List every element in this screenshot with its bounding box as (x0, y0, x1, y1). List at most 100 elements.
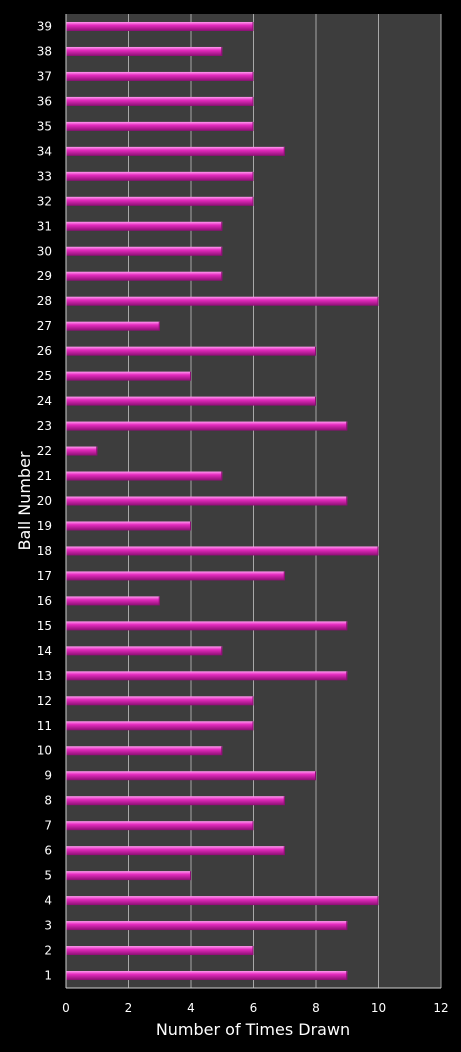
bar-ball-4 (66, 896, 379, 906)
bar (66, 646, 223, 656)
y-tick-label: 29 (37, 269, 52, 283)
bar-ball-18 (66, 546, 379, 556)
y-tick-label: 25 (37, 369, 52, 383)
bar-ball-13 (66, 671, 348, 681)
y-tick-label: 5 (44, 869, 52, 883)
bar-ball-15 (66, 621, 348, 631)
y-tick-label: 30 (37, 244, 52, 258)
bars (66, 21, 379, 981)
y-tick-label: 9 (44, 769, 52, 783)
bar-ball-31 (66, 221, 223, 231)
x-tick-label: 12 (433, 1001, 448, 1015)
bar-ball-17 (66, 571, 285, 581)
bar (66, 221, 223, 231)
bar (66, 246, 223, 256)
y-tick-label: 37 (37, 69, 52, 83)
y-tick-label: 12 (37, 694, 52, 708)
bar (66, 396, 316, 406)
bar (66, 296, 379, 306)
y-tick-label: 1 (44, 969, 52, 983)
bar (66, 471, 223, 481)
bar-ball-12 (66, 696, 254, 706)
y-tick-label: 32 (37, 194, 52, 208)
bar-ball-9 (66, 771, 316, 781)
x-axis-label: Number of Times Drawn (156, 1020, 350, 1039)
y-tick-label: 16 (37, 594, 52, 608)
bar (66, 796, 285, 806)
bar-ball-25 (66, 371, 191, 381)
bar-ball-39 (66, 21, 254, 31)
y-tick-label: 17 (37, 569, 52, 583)
bar-ball-19 (66, 521, 191, 531)
x-tick-label: 8 (312, 1001, 320, 1015)
y-tick-labels: 1234567891011121314151617181920212223242… (37, 19, 52, 982)
y-tick-label: 22 (37, 444, 52, 458)
y-tick-label: 13 (37, 669, 52, 683)
bar-ball-7 (66, 821, 254, 831)
y-tick-label: 7 (44, 819, 52, 833)
bar (66, 871, 191, 881)
bar-ball-23 (66, 421, 348, 431)
y-tick-label: 23 (37, 419, 52, 433)
bar-ball-24 (66, 396, 316, 406)
bar-ball-20 (66, 496, 348, 506)
bar-ball-30 (66, 246, 223, 256)
bar (66, 96, 254, 106)
y-tick-label: 24 (37, 394, 52, 408)
bar (66, 496, 348, 506)
x-tick-label: 6 (250, 1001, 258, 1015)
bar-ball-35 (66, 121, 254, 131)
y-tick-label: 26 (37, 344, 52, 358)
y-tick-label: 27 (37, 319, 52, 333)
bar-ball-27 (66, 321, 160, 331)
bar-ball-8 (66, 796, 285, 806)
y-tick-label: 14 (37, 644, 52, 658)
bar-ball-6 (66, 846, 285, 856)
bar (66, 146, 285, 156)
bar (66, 721, 254, 731)
bar (66, 21, 254, 31)
bar (66, 846, 285, 856)
y-tick-label: 15 (37, 619, 52, 633)
y-tick-label: 21 (37, 469, 52, 483)
bar-ball-28 (66, 296, 379, 306)
bar (66, 546, 379, 556)
bar-ball-32 (66, 196, 254, 206)
bar (66, 171, 254, 181)
bar-ball-10 (66, 746, 223, 756)
bar (66, 571, 285, 581)
bar-ball-11 (66, 721, 254, 731)
bar (66, 821, 254, 831)
y-axis-label: Ball Number (15, 451, 34, 550)
bar (66, 946, 254, 956)
bar-ball-1 (66, 971, 348, 981)
bar-ball-34 (66, 146, 285, 156)
bar (66, 971, 348, 981)
bar (66, 271, 223, 281)
bar (66, 446, 98, 456)
x-tick-labels: 0 2 4 6 8 10 12 (62, 1001, 448, 1015)
bar (66, 371, 191, 381)
bar-ball-14 (66, 646, 223, 656)
bar-ball-22 (66, 446, 98, 456)
bar-ball-16 (66, 596, 160, 606)
x-tick-label: 4 (187, 1001, 195, 1015)
y-tick-label: 31 (37, 219, 52, 233)
bar (66, 921, 348, 931)
bar-ball-26 (66, 346, 316, 356)
y-tick-label: 10 (37, 744, 52, 758)
bar (66, 121, 254, 131)
y-tick-label: 2 (44, 944, 52, 958)
y-tick-label: 3 (44, 919, 52, 933)
y-tick-label: 39 (37, 19, 52, 33)
y-tick-label: 33 (37, 169, 52, 183)
bar-ball-36 (66, 96, 254, 106)
bar (66, 346, 316, 356)
bar (66, 196, 254, 206)
bar-ball-29 (66, 271, 223, 281)
bar (66, 71, 254, 81)
bar (66, 46, 223, 56)
bar (66, 896, 379, 906)
bar (66, 771, 316, 781)
bar (66, 696, 254, 706)
